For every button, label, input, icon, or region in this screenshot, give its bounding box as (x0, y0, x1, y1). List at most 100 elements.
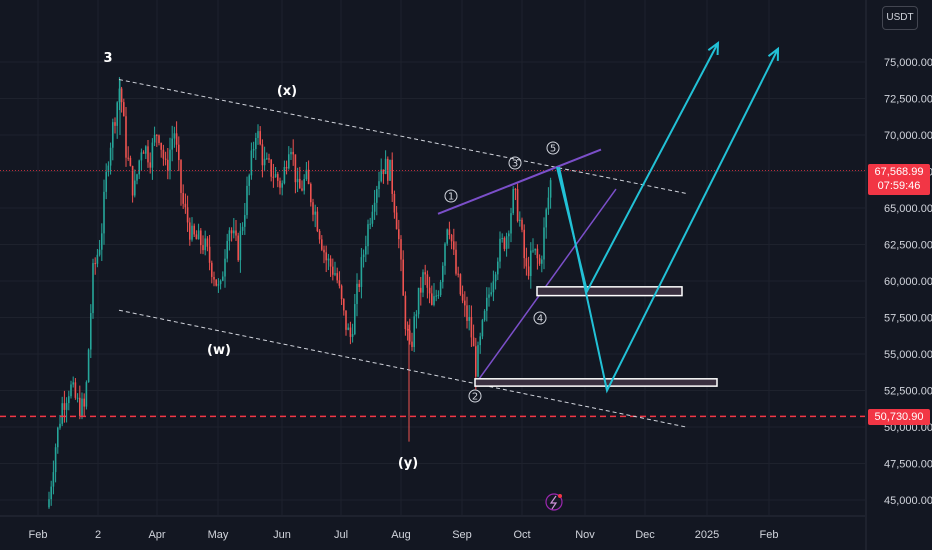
candle-body (252, 149, 255, 151)
candle-body (417, 287, 420, 315)
candle-body (101, 233, 103, 250)
candle-body (213, 276, 215, 280)
candle-body (481, 320, 484, 337)
candle-body (92, 263, 94, 314)
candle-body (85, 382, 88, 407)
impulse-label: 3 (512, 159, 518, 170)
candle-body (94, 263, 96, 265)
candle-body (61, 403, 63, 424)
candle-body (510, 213, 512, 234)
candle-body (296, 178, 299, 183)
candle-body (285, 167, 288, 169)
candle-body (354, 304, 356, 335)
candle-body (349, 327, 352, 337)
candle-body (169, 149, 171, 171)
candle-body (422, 272, 424, 293)
candle-body (162, 149, 165, 159)
candle-body (512, 189, 514, 214)
current-price-tag: 67,568.99 07:59:46 (868, 164, 930, 195)
candle-body (483, 310, 486, 321)
wave-label: (x) (277, 84, 297, 99)
candle-body (387, 158, 389, 181)
candle-body (398, 229, 400, 240)
candle-body (173, 133, 176, 139)
candle-body (369, 223, 371, 225)
candle-body (217, 284, 220, 286)
candle-body (233, 230, 235, 234)
candle-body (222, 276, 224, 281)
x-tick-label: Apr (148, 529, 165, 541)
wave-label: (y) (398, 456, 418, 471)
x-tick-label: 2 (95, 529, 101, 541)
candle-body (334, 273, 336, 275)
candle-body (79, 397, 81, 417)
candle-body (356, 283, 358, 305)
candle-body (453, 241, 455, 250)
candle-body (336, 273, 338, 281)
candle-body (65, 403, 68, 410)
candle-body (534, 248, 536, 251)
candle-body (226, 240, 228, 259)
impulse-label: 4 (537, 314, 543, 325)
candle-body (499, 238, 501, 262)
candle-body (442, 265, 444, 283)
candle-body (532, 250, 534, 252)
candle-body (492, 281, 495, 293)
x-tick-label: Oct (513, 529, 530, 541)
x-tick-label: Dec (635, 529, 655, 541)
y-tick-label: 62,500.00 (884, 240, 932, 252)
candle-body (519, 219, 521, 221)
candle-body (431, 293, 433, 305)
candle-body (246, 185, 248, 216)
candle-body (472, 337, 475, 347)
candle-body (329, 258, 332, 267)
candle-body (81, 398, 83, 417)
y-tick-label: 50,000.00 (884, 422, 932, 434)
candle-body (464, 300, 466, 306)
candle-body (160, 142, 162, 150)
candle-body (76, 397, 79, 399)
candle-body (116, 102, 118, 126)
candle-body (406, 329, 409, 331)
candle-body (259, 131, 261, 145)
candle-body (325, 252, 327, 261)
candle-body (164, 158, 167, 160)
y-tick-label: 72,500.00 (884, 94, 932, 106)
candle-body (338, 280, 341, 286)
candle-body (395, 212, 398, 230)
candle-body (182, 192, 184, 204)
candle-body (479, 336, 481, 346)
candle-body (125, 116, 127, 158)
currency-selector[interactable]: USDT (882, 6, 918, 30)
projection-path-b (558, 48, 779, 394)
candle-body (127, 157, 129, 159)
y-tick-label: 47,500.00 (884, 459, 932, 471)
candle-body (83, 398, 85, 407)
candle-body (103, 191, 105, 234)
candle-body (307, 169, 310, 185)
candle-body (455, 249, 457, 274)
candle-body (437, 295, 440, 297)
candle-body (327, 258, 330, 261)
candle-body (156, 135, 158, 137)
candle-body (312, 202, 314, 215)
candle-body (461, 294, 464, 301)
candle-body (433, 296, 435, 305)
candle-body (145, 146, 147, 154)
candle-body (413, 316, 415, 347)
candle-body (118, 88, 121, 103)
candle-body (404, 295, 407, 330)
candle-body (351, 334, 354, 337)
y-tick-label: 60,000.00 (884, 276, 932, 288)
candle-body (70, 384, 72, 397)
candle-body (378, 181, 380, 190)
wave-label: (w) (207, 343, 231, 358)
candle-body (466, 305, 468, 321)
y-tick-label: 65,000.00 (884, 203, 932, 215)
candle-body (257, 131, 259, 138)
candle-body (411, 341, 413, 347)
candle-body (301, 188, 303, 191)
candle-body (299, 178, 301, 189)
